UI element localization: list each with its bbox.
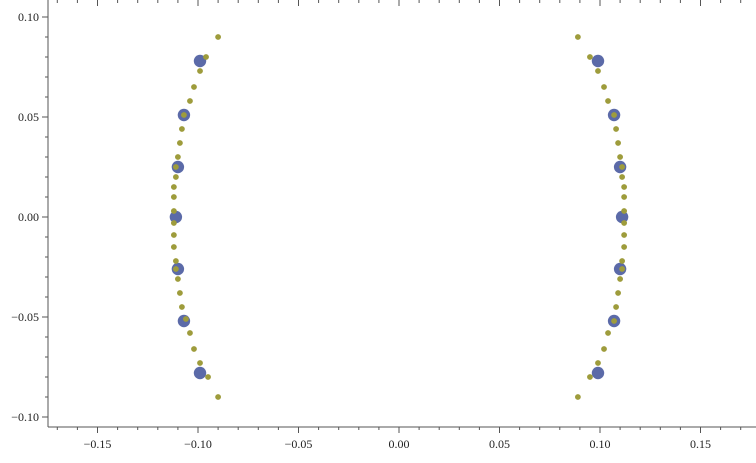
data-point [177,140,183,146]
data-point [574,394,581,400]
data-point [183,316,189,322]
data-point [605,98,611,104]
x-tick-label: 0.00 [389,437,410,451]
y-tick-label: −0.10 [11,410,39,424]
data-point [591,54,605,68]
data-point [613,126,619,132]
data-point [175,276,181,282]
data-point [621,184,628,190]
y-tick-label: −0.05 [11,310,39,324]
data-point [595,360,601,366]
data-point [617,154,623,160]
data-point [172,266,179,272]
data-point [205,374,211,380]
data-point [175,154,181,160]
data-point [621,194,628,200]
x-tick-label: −0.10 [184,437,212,451]
data-point [215,34,222,40]
data-point [617,276,623,282]
data-point [193,54,207,68]
data-point [619,174,626,180]
y-tick-label: 0.00 [18,210,39,224]
data-point [187,330,193,336]
data-point [187,98,193,104]
data-point [172,258,179,264]
data-point [179,126,185,132]
data-point [615,210,629,224]
data-point [613,304,619,310]
data-point [169,210,183,224]
data-point [615,140,621,146]
series-1 [169,54,629,380]
data-point [193,366,207,380]
data-point [574,34,581,40]
series-2 [170,34,628,400]
x-tick-label: −0.05 [285,437,313,451]
data-point [172,164,179,170]
data-point [179,304,185,310]
data-point [619,266,626,272]
y-tick-label: 0.10 [18,10,39,24]
data-point [621,220,628,226]
data-point [591,366,605,380]
data-point [191,84,197,90]
data-point [601,84,607,90]
data-points [169,34,629,400]
x-tick-label: −0.15 [84,437,112,451]
data-point [619,164,626,170]
y-tick-label: 0.05 [18,110,39,124]
data-point [170,184,177,190]
data-point [172,174,179,180]
data-point [611,112,617,118]
data-point [170,208,177,214]
data-point [611,318,617,324]
data-point [170,244,177,250]
data-point [170,194,177,200]
data-point [215,394,222,400]
data-point [191,346,197,352]
data-point [615,290,621,296]
data-point [170,220,177,226]
data-point [605,330,611,336]
data-point [621,232,628,238]
data-point [595,68,601,74]
data-point [619,258,626,264]
x-tick-label: 0.10 [590,437,611,451]
data-point [181,112,187,118]
data-point [170,232,177,238]
x-tick-label: 0.05 [489,437,510,451]
data-point [621,208,628,214]
x-tick-label: 0.15 [690,437,711,451]
data-point [203,54,209,60]
data-point [177,290,183,296]
axes: −0.15 −0.10 −0.05 0.00 0.05 0.10 0.15 −0.10 −0.0… [11,0,756,451]
data-point [197,68,203,74]
data-point [601,346,607,352]
data-point [587,374,593,380]
data-point [621,244,628,250]
data-point [587,54,593,60]
data-point [197,360,203,366]
